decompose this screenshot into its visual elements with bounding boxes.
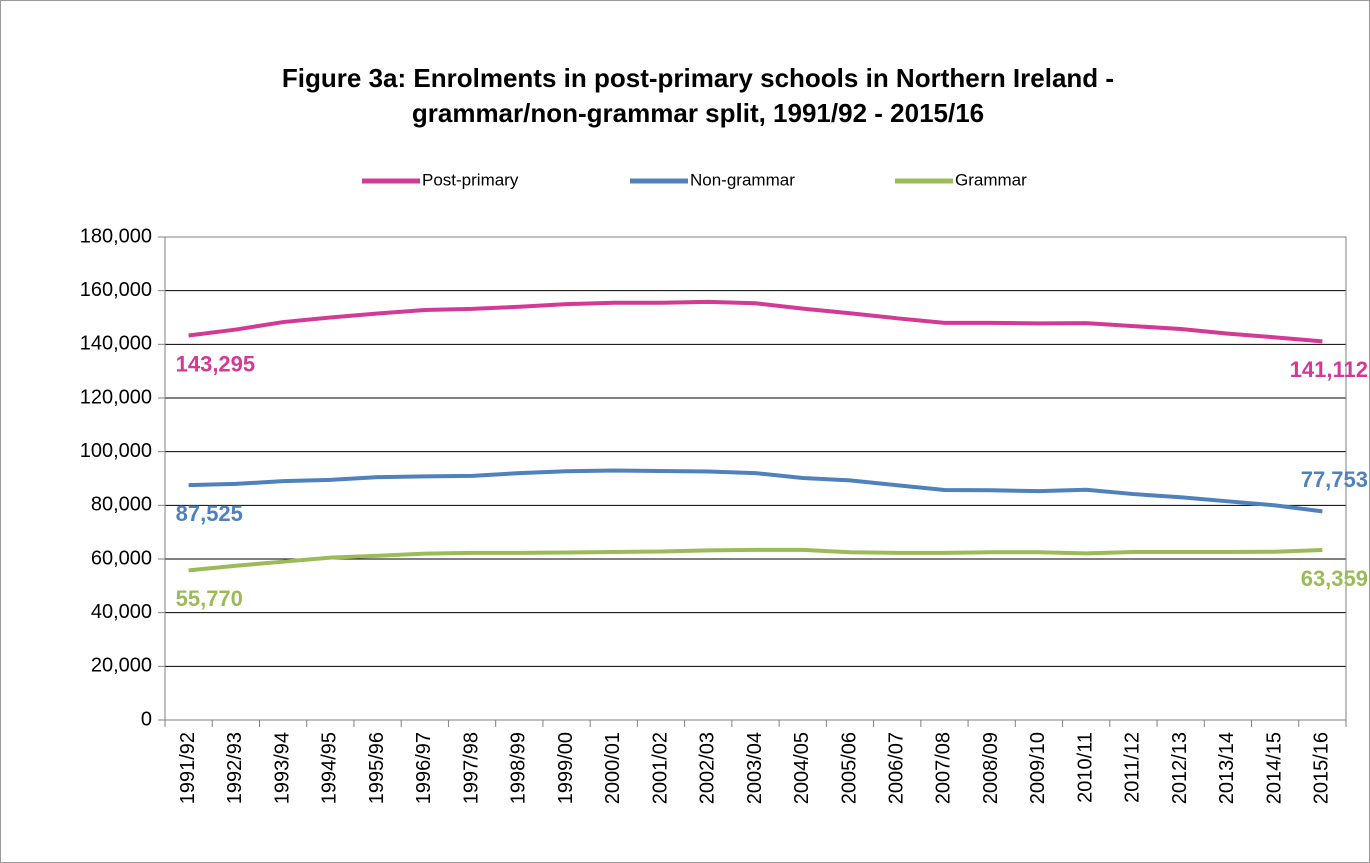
data-label: 143,295	[176, 351, 256, 376]
data-label: 55,770	[176, 586, 243, 611]
x-tick-label: 2001/02	[649, 732, 671, 804]
x-tick-label: 2008/09	[980, 732, 1002, 804]
data-label: 77,753	[1301, 467, 1368, 492]
y-tick-label: 80,000	[91, 494, 152, 516]
y-tick-label: 160,000	[80, 279, 152, 301]
x-tick-label: 2002/03	[697, 732, 719, 804]
legend-label: Non-grammar	[690, 170, 795, 189]
y-tick-label: 40,000	[91, 601, 152, 623]
x-tick-label: 2000/01	[602, 732, 624, 804]
series-line	[188, 547, 1323, 573]
series-line	[188, 299, 1323, 344]
legend-label: Grammar	[955, 170, 1027, 189]
data-label: 87,525	[176, 501, 243, 526]
x-tick-label: 1995/96	[366, 732, 388, 804]
chart-title: grammar/non-grammar split, 1991/92 - 201…	[412, 98, 984, 128]
x-tick-label: 1997/98	[460, 732, 482, 804]
x-tick-label: 2015/16	[1311, 732, 1333, 804]
y-tick-label: 120,000	[80, 386, 152, 408]
x-tick-label: 1992/93	[224, 732, 246, 804]
x-tick-label: 2007/08	[933, 732, 955, 804]
x-tick-label: 1993/94	[271, 732, 293, 804]
data-label: 63,359	[1301, 566, 1368, 591]
x-tick-label: 2010/11	[1074, 732, 1096, 803]
y-tick-label: 20,000	[91, 655, 152, 677]
y-tick-label: 100,000	[80, 440, 152, 462]
legend-label: Post-primary	[422, 170, 519, 189]
x-tick-label: 1999/00	[555, 732, 577, 804]
plot-border	[164, 236, 1347, 721]
x-tick-label: 2012/13	[1169, 732, 1191, 804]
x-tick-label: 2009/10	[1027, 732, 1049, 804]
x-tick-label: 1991/92	[177, 732, 199, 804]
y-tick-label: 140,000	[80, 333, 152, 355]
series-line	[188, 468, 1323, 514]
x-tick-label: 2006/07	[886, 732, 908, 804]
x-tick-label: 1996/97	[413, 732, 435, 804]
data-label: 141,112	[1290, 357, 1368, 382]
x-tick-label: 2003/04	[744, 732, 766, 804]
x-tick-label: 2005/06	[838, 732, 860, 804]
y-tick-label: 60,000	[91, 547, 152, 569]
x-tick-label: 2004/05	[791, 732, 813, 804]
y-tick-label: 180,000	[80, 225, 152, 247]
x-tick-label: 2014/15	[1263, 732, 1285, 804]
x-tick-label: 1998/99	[508, 732, 530, 804]
y-tick-label: 0	[141, 708, 152, 730]
chart-title: Figure 3a: Enrolments in post-primary sc…	[282, 63, 1114, 93]
x-tick-label: 1994/95	[319, 732, 341, 804]
x-tick-label: 2013/14	[1216, 732, 1238, 804]
x-tick-label: 2011/12	[1122, 732, 1144, 803]
